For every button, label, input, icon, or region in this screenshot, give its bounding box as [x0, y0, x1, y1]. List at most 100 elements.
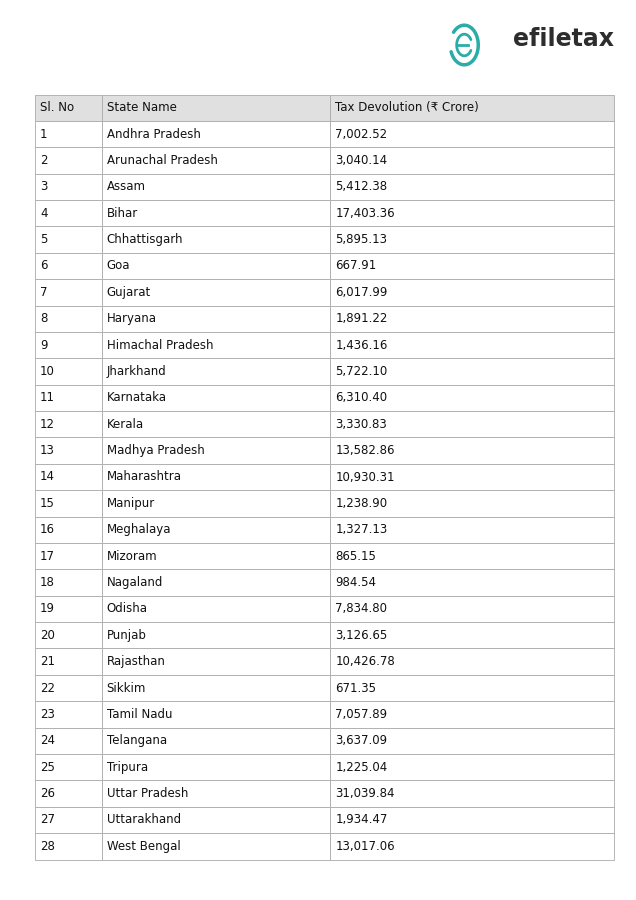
Text: 17,403.36: 17,403.36	[335, 207, 395, 220]
Text: 18: 18	[40, 576, 55, 589]
Text: Goa: Goa	[107, 259, 130, 273]
Text: 4: 4	[40, 207, 48, 220]
FancyBboxPatch shape	[35, 754, 102, 780]
FancyBboxPatch shape	[35, 491, 102, 517]
Text: 8: 8	[40, 312, 48, 325]
Text: 13,582.86: 13,582.86	[335, 444, 395, 457]
FancyBboxPatch shape	[35, 174, 102, 200]
Text: 671.35: 671.35	[335, 681, 377, 695]
FancyBboxPatch shape	[35, 622, 102, 649]
FancyBboxPatch shape	[102, 358, 330, 384]
Text: 1,436.16: 1,436.16	[335, 338, 387, 352]
Text: 7,002.52: 7,002.52	[335, 128, 387, 140]
Text: 14: 14	[40, 471, 55, 483]
FancyBboxPatch shape	[35, 570, 102, 596]
Text: Gujarat: Gujarat	[107, 286, 151, 299]
Text: 984.54: 984.54	[335, 576, 377, 589]
Text: 12: 12	[40, 418, 55, 431]
FancyBboxPatch shape	[102, 411, 330, 437]
Text: 5,722.10: 5,722.10	[335, 365, 387, 378]
FancyBboxPatch shape	[330, 94, 614, 121]
FancyBboxPatch shape	[102, 833, 330, 860]
Text: Madhya Pradesh: Madhya Pradesh	[107, 444, 204, 457]
FancyBboxPatch shape	[35, 384, 102, 411]
FancyBboxPatch shape	[102, 806, 330, 833]
FancyBboxPatch shape	[330, 332, 614, 358]
FancyBboxPatch shape	[102, 200, 330, 227]
Text: 6,310.40: 6,310.40	[335, 392, 387, 404]
Text: Punjab: Punjab	[107, 629, 146, 642]
FancyBboxPatch shape	[102, 464, 330, 490]
FancyBboxPatch shape	[330, 622, 614, 649]
FancyBboxPatch shape	[35, 517, 102, 543]
Text: 28: 28	[40, 840, 55, 853]
Text: 10,426.78: 10,426.78	[335, 655, 395, 668]
FancyBboxPatch shape	[330, 543, 614, 570]
FancyBboxPatch shape	[330, 148, 614, 174]
FancyBboxPatch shape	[35, 727, 102, 754]
Text: efiletax: efiletax	[379, 467, 474, 487]
Text: 865.15: 865.15	[335, 550, 376, 562]
FancyBboxPatch shape	[102, 253, 330, 279]
FancyBboxPatch shape	[330, 121, 614, 148]
FancyBboxPatch shape	[102, 227, 330, 253]
Text: 6: 6	[40, 259, 48, 273]
Text: Telangana: Telangana	[107, 734, 167, 747]
Text: Maharashtra: Maharashtra	[107, 471, 182, 483]
FancyBboxPatch shape	[102, 148, 330, 174]
FancyBboxPatch shape	[330, 437, 614, 464]
Text: 17: 17	[40, 550, 55, 562]
FancyBboxPatch shape	[102, 570, 330, 596]
FancyBboxPatch shape	[330, 305, 614, 332]
Text: 1,934.47: 1,934.47	[335, 814, 387, 826]
FancyBboxPatch shape	[330, 174, 614, 200]
FancyBboxPatch shape	[35, 833, 102, 860]
Text: Meghalaya: Meghalaya	[107, 523, 171, 536]
Text: 3,330.83: 3,330.83	[335, 418, 387, 431]
FancyBboxPatch shape	[330, 675, 614, 701]
FancyBboxPatch shape	[35, 279, 102, 305]
FancyBboxPatch shape	[35, 806, 102, 833]
FancyBboxPatch shape	[35, 94, 102, 121]
FancyBboxPatch shape	[330, 833, 614, 860]
Text: 13,017.06: 13,017.06	[335, 840, 395, 853]
Text: Assam: Assam	[107, 180, 146, 194]
FancyBboxPatch shape	[330, 780, 614, 806]
Text: 19: 19	[40, 602, 55, 616]
Text: 1: 1	[40, 128, 48, 140]
FancyBboxPatch shape	[330, 701, 614, 727]
FancyBboxPatch shape	[330, 727, 614, 754]
FancyBboxPatch shape	[35, 675, 102, 701]
FancyBboxPatch shape	[102, 701, 330, 727]
FancyBboxPatch shape	[102, 437, 330, 464]
Text: 3: 3	[40, 180, 48, 194]
Text: 13: 13	[40, 444, 55, 457]
FancyBboxPatch shape	[102, 94, 330, 121]
Text: 3,637.09: 3,637.09	[335, 734, 387, 747]
FancyBboxPatch shape	[102, 780, 330, 806]
FancyBboxPatch shape	[330, 570, 614, 596]
Text: Chhattisgarh: Chhattisgarh	[107, 233, 183, 246]
FancyBboxPatch shape	[330, 227, 614, 253]
FancyBboxPatch shape	[35, 253, 102, 279]
FancyBboxPatch shape	[35, 780, 102, 806]
FancyBboxPatch shape	[330, 806, 614, 833]
FancyBboxPatch shape	[35, 543, 102, 570]
Text: Tax Devolution (₹ Crore): Tax Devolution (₹ Crore)	[335, 101, 479, 114]
FancyBboxPatch shape	[35, 148, 102, 174]
Text: Manipur: Manipur	[107, 497, 155, 510]
Text: 10: 10	[40, 365, 55, 378]
Text: 15: 15	[40, 497, 55, 510]
FancyBboxPatch shape	[330, 491, 614, 517]
FancyBboxPatch shape	[330, 279, 614, 305]
Text: Uttarakhand: Uttarakhand	[107, 814, 181, 826]
FancyBboxPatch shape	[102, 543, 330, 570]
Text: 9: 9	[40, 338, 48, 352]
Text: 31,039.84: 31,039.84	[335, 788, 395, 800]
Text: 20: 20	[40, 629, 55, 642]
Text: West Bengal: West Bengal	[107, 840, 181, 853]
FancyBboxPatch shape	[330, 649, 614, 675]
FancyBboxPatch shape	[102, 174, 330, 200]
FancyBboxPatch shape	[102, 332, 330, 358]
Text: 27: 27	[40, 814, 55, 826]
